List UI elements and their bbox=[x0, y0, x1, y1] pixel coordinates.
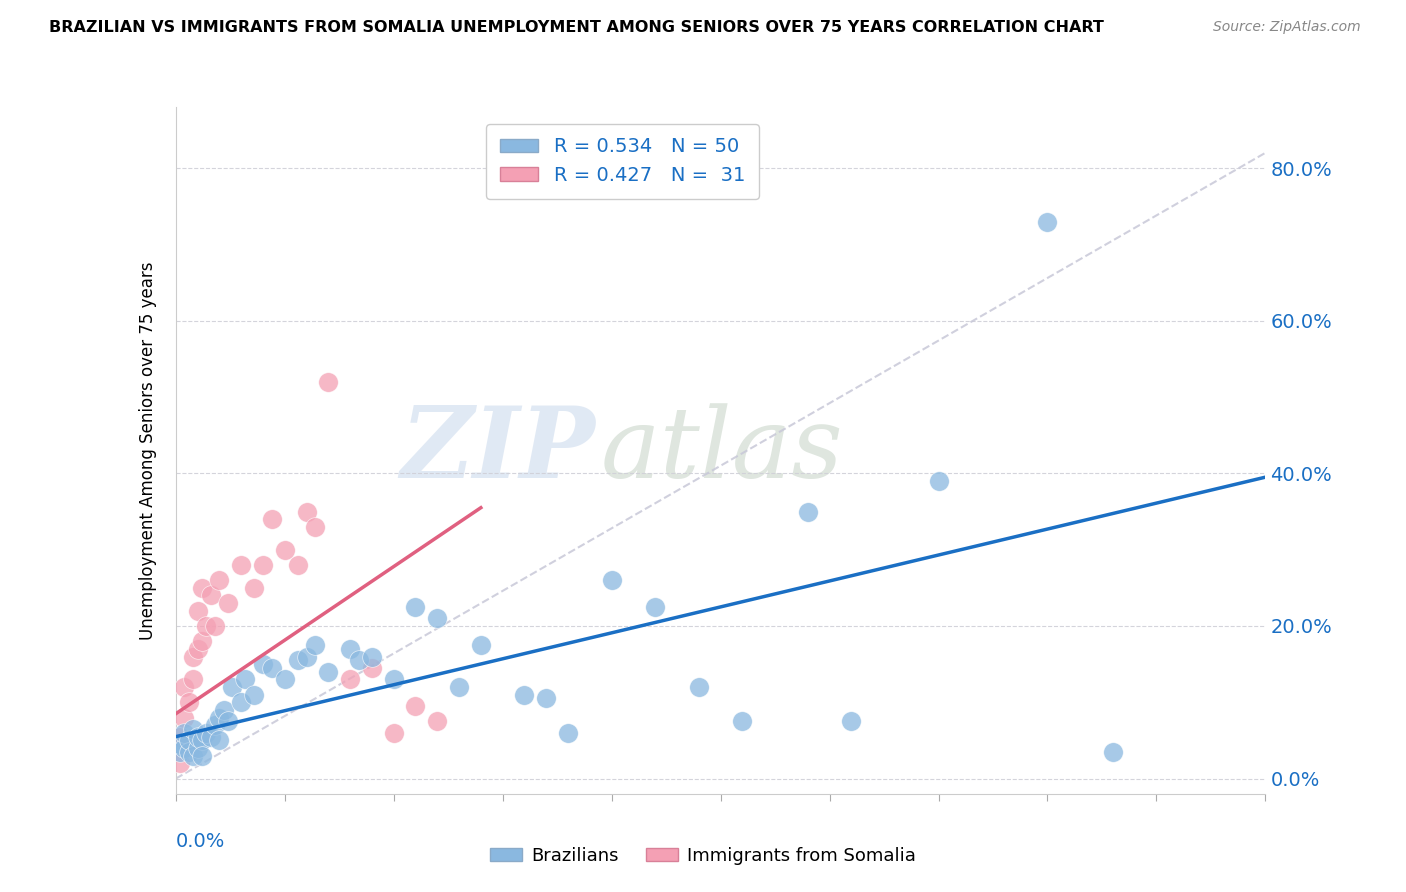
Point bbox=[318, 375, 340, 389]
Point bbox=[173, 680, 195, 694]
Text: 0.0%: 0.0% bbox=[176, 831, 225, 851]
Point bbox=[200, 730, 222, 744]
Point bbox=[339, 641, 361, 656]
Point bbox=[688, 680, 710, 694]
Point bbox=[191, 733, 214, 747]
Point bbox=[1102, 745, 1125, 759]
Point bbox=[204, 619, 226, 633]
Point bbox=[347, 653, 370, 667]
Point bbox=[274, 673, 297, 687]
Point bbox=[186, 641, 209, 656]
Point bbox=[287, 558, 309, 572]
Point bbox=[405, 699, 427, 714]
Point bbox=[360, 649, 382, 664]
Point bbox=[173, 741, 195, 756]
Point bbox=[181, 649, 204, 664]
Legend: Brazilians, Immigrants from Somalia: Brazilians, Immigrants from Somalia bbox=[482, 840, 924, 872]
Point bbox=[195, 726, 218, 740]
Point bbox=[513, 688, 536, 702]
Point bbox=[208, 733, 231, 747]
Point bbox=[382, 673, 405, 687]
Text: BRAZILIAN VS IMMIGRANTS FROM SOMALIA UNEMPLOYMENT AMONG SENIORS OVER 75 YEARS CO: BRAZILIAN VS IMMIGRANTS FROM SOMALIA UNE… bbox=[49, 20, 1104, 35]
Point bbox=[191, 748, 214, 763]
Point bbox=[295, 649, 318, 664]
Point bbox=[169, 737, 191, 751]
Point bbox=[252, 657, 274, 672]
Point bbox=[200, 589, 222, 603]
Point bbox=[382, 726, 405, 740]
Text: ZIP: ZIP bbox=[401, 402, 595, 499]
Point bbox=[841, 714, 863, 729]
Point bbox=[260, 661, 283, 675]
Point bbox=[177, 745, 200, 759]
Point bbox=[796, 504, 818, 518]
Point bbox=[186, 730, 209, 744]
Point bbox=[243, 688, 266, 702]
Point bbox=[208, 710, 231, 724]
Point bbox=[339, 673, 361, 687]
Point bbox=[405, 599, 427, 614]
Point bbox=[169, 730, 191, 744]
Point bbox=[217, 596, 239, 610]
Point bbox=[221, 680, 243, 694]
Point bbox=[169, 745, 191, 759]
Text: atlas: atlas bbox=[600, 403, 844, 498]
Legend: R = 0.534   N = 50, R = 0.427   N =  31: R = 0.534 N = 50, R = 0.427 N = 31 bbox=[486, 124, 759, 199]
Point bbox=[534, 691, 557, 706]
Point bbox=[231, 558, 253, 572]
Point bbox=[243, 581, 266, 595]
Point bbox=[447, 680, 470, 694]
Point bbox=[181, 673, 204, 687]
Point bbox=[208, 573, 231, 587]
Point bbox=[181, 748, 204, 763]
Point bbox=[231, 695, 253, 709]
Point bbox=[557, 726, 579, 740]
Point bbox=[252, 558, 274, 572]
Point bbox=[304, 520, 326, 534]
Point bbox=[235, 673, 257, 687]
Point bbox=[731, 714, 754, 729]
Point bbox=[195, 619, 218, 633]
Point bbox=[177, 733, 200, 747]
Point bbox=[217, 714, 239, 729]
Point bbox=[426, 714, 449, 729]
Point bbox=[304, 638, 326, 652]
Point bbox=[470, 638, 492, 652]
Point bbox=[177, 695, 200, 709]
Point bbox=[181, 722, 204, 736]
Point bbox=[274, 542, 297, 557]
Point bbox=[173, 710, 195, 724]
Point bbox=[186, 604, 209, 618]
Point bbox=[644, 599, 666, 614]
Y-axis label: Unemployment Among Seniors over 75 years: Unemployment Among Seniors over 75 years bbox=[139, 261, 157, 640]
Point bbox=[177, 733, 200, 747]
Point bbox=[191, 634, 214, 648]
Point bbox=[186, 741, 209, 756]
Point bbox=[295, 504, 318, 518]
Point bbox=[600, 573, 623, 587]
Point bbox=[928, 474, 950, 488]
Point bbox=[287, 653, 309, 667]
Point bbox=[173, 726, 195, 740]
Point bbox=[191, 581, 214, 595]
Text: Source: ZipAtlas.com: Source: ZipAtlas.com bbox=[1213, 20, 1361, 34]
Point bbox=[212, 703, 235, 717]
Point bbox=[360, 661, 382, 675]
Point bbox=[318, 665, 340, 679]
Point bbox=[426, 611, 449, 625]
Point bbox=[204, 718, 226, 732]
Point bbox=[169, 756, 191, 771]
Point bbox=[260, 512, 283, 526]
Point bbox=[1036, 214, 1059, 228]
